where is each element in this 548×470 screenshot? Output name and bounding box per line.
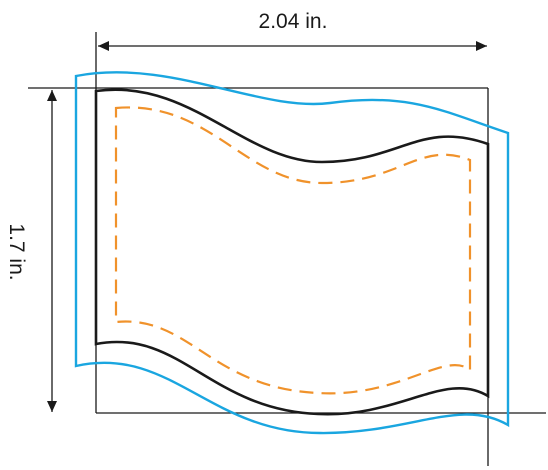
width-arrow-right-icon xyxy=(476,41,487,51)
safe-area-outline xyxy=(114,106,472,395)
width-dimension: 2.04 in. xyxy=(98,10,487,51)
width-label: 2.04 in. xyxy=(259,10,328,33)
height-dimension: 1.7 in. xyxy=(5,90,57,412)
trim-outline xyxy=(94,88,490,416)
width-arrow-left-icon xyxy=(98,41,109,51)
height-arrow-top-icon xyxy=(47,90,57,101)
height-label: 1.7 in. xyxy=(5,223,28,280)
reference-lines xyxy=(28,32,546,466)
height-arrow-bottom-icon xyxy=(47,401,57,412)
bleed-outline xyxy=(74,71,510,435)
